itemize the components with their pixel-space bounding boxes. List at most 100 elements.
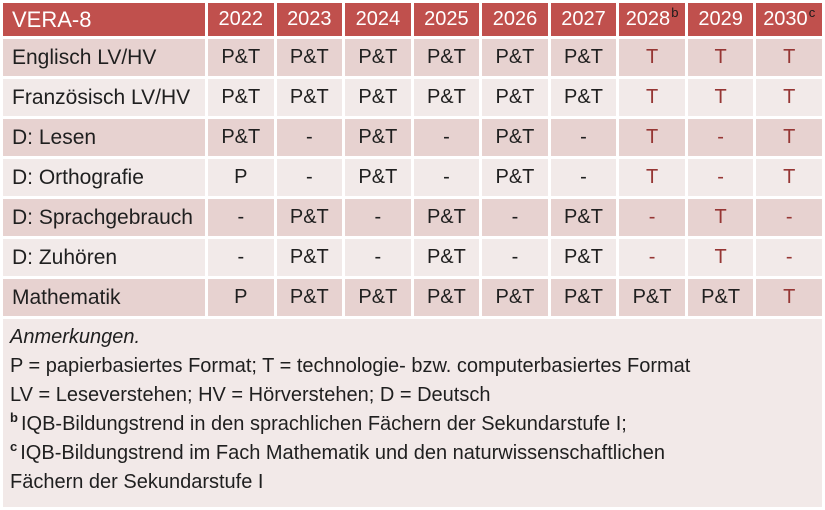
cell-value: P&T — [413, 239, 480, 276]
cell-value: P&T — [619, 279, 685, 316]
cell-value: P&T — [276, 79, 343, 116]
cell-value: P&T — [345, 279, 411, 316]
cell-value: P&T — [345, 39, 411, 76]
cell-value: - — [413, 119, 480, 156]
cell-value: - — [276, 119, 343, 156]
cell-value: - — [756, 199, 822, 236]
row-label: D: Orthografie — [3, 159, 205, 196]
note-line: Anmerkungen. — [10, 326, 141, 348]
table-row: Englisch LV/HV P&T P&T P&T P&T P&T P&T T T T — [3, 39, 822, 76]
cell-value: P&T — [413, 199, 480, 236]
year-column-header: 2023 — [276, 3, 343, 36]
cell-value: T — [756, 119, 822, 156]
notes-row: Anmerkungen. P = papierbasiertes Format; … — [3, 319, 822, 507]
cell-value: P&T — [413, 79, 480, 116]
table-title: VERA-8 — [3, 3, 205, 36]
cell-value: - — [345, 199, 411, 236]
cell-value: - — [687, 119, 754, 156]
cell-value: P&T — [550, 39, 617, 76]
cell-value: - — [345, 239, 411, 276]
cell-value: P&T — [550, 239, 617, 276]
cell-value: - — [550, 159, 617, 196]
cell-value: P&T — [413, 279, 480, 316]
cell-value: P&T — [276, 199, 343, 236]
cell-value: P&T — [208, 39, 274, 76]
year-column-header: 2029 — [687, 3, 754, 36]
note-line: LV = Leseverstehen; HV = Hörverstehen; D… — [10, 384, 491, 406]
cell-value: P&T — [345, 119, 411, 156]
note-line: P = papierbasiertes Format; T = technolo… — [10, 355, 691, 377]
year-column-header: 2024 — [345, 3, 411, 36]
footnote-marker: c — [808, 5, 816, 21]
year-column-header: 2028b — [619, 3, 685, 36]
cell-value: P&T — [208, 119, 274, 156]
cell-value: P&T — [276, 39, 343, 76]
cell-value: P — [208, 279, 274, 316]
table-notes: Anmerkungen. P = papierbasiertes Format; … — [3, 319, 822, 507]
cell-value: P&T — [276, 239, 343, 276]
cell-value: - — [482, 199, 548, 236]
year-column-header: 2025 — [413, 3, 480, 36]
table-row: Französisch LV/HV P&T P&T P&T P&T P&T P&T T T T — [3, 79, 822, 116]
cell-value: T — [756, 79, 822, 116]
table-header-row: VERA-8 2022 2023 2024 2025 2026 2027 2028b 2029… — [3, 3, 822, 36]
cell-value: P&T — [550, 279, 617, 316]
row-label: D: Sprachgebrauch — [3, 199, 205, 236]
cell-value: P&T — [482, 39, 548, 76]
cell-value: P&T — [345, 79, 411, 116]
year-column-header: 2027 — [550, 3, 617, 36]
cell-value: T — [756, 159, 822, 196]
cell-value: T — [619, 79, 685, 116]
table-row: D: Lesen P&T - P&T - P&T - T - T — [3, 119, 822, 156]
row-label: Englisch LV/HV — [3, 39, 205, 76]
cell-value: T — [756, 279, 822, 316]
cell-value: T — [619, 119, 685, 156]
cell-value: - — [413, 159, 480, 196]
cell-value: T — [687, 199, 754, 236]
cell-value: P — [208, 159, 274, 196]
cell-value: T — [756, 39, 822, 76]
cell-value: - — [550, 119, 617, 156]
note-line: c IQB-Bildungstrend im Fach Mathematik un… — [10, 439, 665, 464]
cell-value: - — [687, 159, 754, 196]
table-row: D: Sprachgebrauch - P&T - P&T - P&T - T - — [3, 199, 822, 236]
cell-value: P&T — [482, 159, 548, 196]
footnote-marker: c — [10, 439, 18, 455]
footnote-marker: b — [10, 410, 18, 426]
cell-value: T — [687, 239, 754, 276]
table-row: D: Orthografie P - P&T - P&T - T - T — [3, 159, 822, 196]
row-label: D: Lesen — [3, 119, 205, 156]
cell-value: T — [687, 79, 754, 116]
cell-value: - — [482, 239, 548, 276]
cell-value: P&T — [345, 159, 411, 196]
cell-value: P&T — [687, 279, 754, 316]
table-row: D: Zuhören - P&T - P&T - P&T - T - — [3, 239, 822, 276]
note-line: Fächern der Sekundarstufe I — [10, 471, 264, 493]
row-label: Französisch LV/HV — [3, 79, 205, 116]
year-column-header: 2026 — [482, 3, 548, 36]
year-column-header: 2030c — [756, 3, 822, 36]
cell-value: - — [619, 199, 685, 236]
cell-value: P&T — [550, 79, 617, 116]
cell-value: - — [756, 239, 822, 276]
cell-value: P&T — [482, 279, 548, 316]
cell-value: T — [687, 39, 754, 76]
table-row: Mathematik P P&T P&T P&T P&T P&T P&T P&T T — [3, 279, 822, 316]
cell-value: P&T — [276, 279, 343, 316]
note-line: b IQB-Bildungstrend in den sprachlichen F… — [10, 410, 627, 435]
cell-value: T — [619, 39, 685, 76]
year-column-header: 2022 — [208, 3, 274, 36]
row-label: D: Zuhören — [3, 239, 205, 276]
cell-value: - — [276, 159, 343, 196]
footnote-marker: b — [671, 5, 679, 21]
cell-value: P&T — [550, 199, 617, 236]
cell-value: - — [208, 199, 274, 236]
cell-value: - — [619, 239, 685, 276]
cell-value: P&T — [208, 79, 274, 116]
row-label: Mathematik — [3, 279, 205, 316]
cell-value: P&T — [413, 39, 480, 76]
cell-value: P&T — [482, 79, 548, 116]
cell-value: P&T — [482, 119, 548, 156]
cell-value: - — [208, 239, 274, 276]
